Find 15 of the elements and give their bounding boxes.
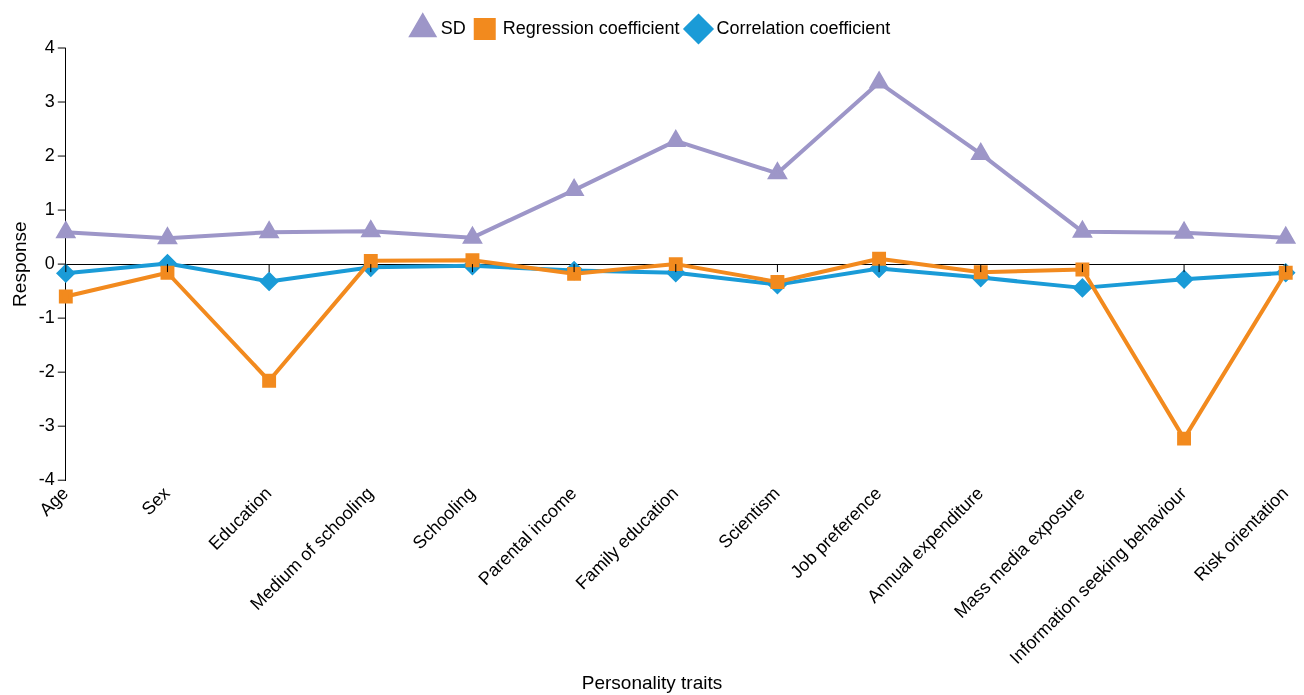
y-tick-label: 3 bbox=[44, 91, 55, 111]
legend-label: Correlation coefficient bbox=[716, 17, 891, 38]
legend-label: SD bbox=[440, 17, 466, 38]
y-tick-label: 0 bbox=[44, 253, 55, 274]
x-tick-label: Sex bbox=[137, 483, 174, 520]
y-tick-label: -3 bbox=[38, 415, 55, 436]
x-axis-title: Personality traits bbox=[580, 672, 724, 694]
y-tick-label: -2 bbox=[38, 361, 55, 382]
y-tick-label: 2 bbox=[44, 145, 55, 166]
y-tick-label: 4 bbox=[44, 36, 55, 57]
y-tick-label: -4 bbox=[38, 469, 55, 490]
y-axis-title: Response bbox=[8, 221, 30, 307]
legend-label: Regression coefficient bbox=[502, 17, 680, 38]
y-tick-label: 1 bbox=[44, 199, 55, 220]
y-tick-label: -1 bbox=[38, 307, 55, 328]
